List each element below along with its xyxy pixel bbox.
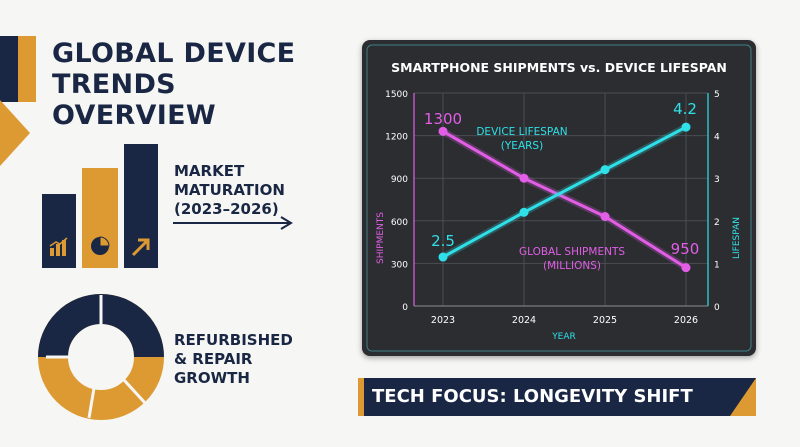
market-label-line-3: (2023–2026) [174, 200, 279, 218]
bar-illustration [42, 140, 162, 268]
arrow-up-icon [131, 238, 150, 257]
y-right-tick-label: 5 [714, 90, 720, 100]
donut-illustration [38, 294, 164, 420]
market-label-line-2: MATURATION [174, 181, 285, 199]
series-2-point [600, 165, 610, 175]
annotation-4-2: 4.2 [673, 100, 697, 118]
banner-text: TECH FOCUS: LONGEVITY SHIFT [372, 386, 693, 407]
series-2-point [438, 252, 448, 262]
series-1-point [681, 263, 691, 273]
chart-title: SMARTPHONE SHIPMENTS vs. DEVICE LIFESPAN [391, 60, 727, 75]
refurb-label-line-1: REFURBISHED [174, 331, 293, 349]
annotation-1300: 1300 [424, 110, 462, 128]
x-tick-label: 2026 [674, 315, 698, 326]
refurbished-label: REFURBISHED & REPAIR GROWTH [174, 331, 324, 388]
pie-chart-icon [91, 236, 110, 255]
y-left-tick-label: 600 [391, 218, 408, 228]
y-left-tick-label: 900 [391, 175, 408, 185]
series-2-point [519, 207, 529, 217]
legend-shipments-line-2: (MILLIONS) [543, 260, 601, 272]
legend-lifespan-line-2: (YEARS) [501, 140, 543, 152]
title-accent-stripe [18, 36, 36, 102]
series-1-point [519, 173, 529, 183]
y-right-tick-label: 4 [714, 133, 720, 143]
y-left-tick-label: 1500 [385, 90, 408, 100]
line-chart: SMARTPHONE SHIPMENTS vs. DEVICE LIFESPAN… [366, 44, 752, 352]
x-axis-label: YEAR [551, 332, 576, 342]
x-tick-label: 2025 [593, 315, 617, 326]
y-left-tick-label: 300 [391, 260, 408, 270]
x-tick-label: 2024 [512, 315, 536, 326]
title-accent-bar [0, 36, 18, 102]
annotation-950: 950 [671, 240, 700, 258]
series-line-1 [442, 130, 687, 269]
refurb-label-line-2: & REPAIR [174, 350, 253, 368]
series-2-point [681, 122, 691, 132]
arrow-right-icon [173, 216, 293, 230]
y-right-tick-label: 1 [714, 260, 720, 270]
legend-lifespan-line-1: DEVICE LIFESPAN [476, 126, 567, 138]
x-tick-label: 2023 [431, 315, 455, 326]
series-line-2 [442, 125, 687, 259]
y-right-tick-label: 0 [714, 303, 720, 313]
y-right-tick-label: 2 [714, 218, 720, 228]
y-left-tick-label: 0 [402, 303, 408, 313]
series-1-point [438, 126, 448, 136]
banner-left-stripe [358, 378, 364, 416]
bar-chart-icon [49, 237, 68, 256]
chart-inner-border [366, 44, 752, 352]
y-left-tick-label: 1200 [385, 133, 408, 143]
market-maturation-label: MARKET MATURATION (2023–2026) [174, 162, 324, 219]
series-1-point [600, 212, 610, 222]
annotation-2-5: 2.5 [431, 232, 455, 250]
legend-shipments-line-1: GLOBAL SHIPMENTS [519, 246, 625, 258]
refurb-label-line-3: GROWTH [174, 369, 250, 387]
focus-banner [358, 378, 756, 416]
banner-corner [730, 378, 756, 416]
side-triangle [0, 100, 30, 166]
y-right-axis-label: LIFESPAN [732, 217, 742, 259]
page-title: GLOBAL DEVICE TRENDS OVERVIEW [52, 38, 296, 131]
market-label-line-1: MARKET [174, 162, 245, 180]
y-right-tick-label: 3 [714, 175, 720, 185]
y-left-axis-label: SHIPMENTS [376, 212, 386, 264]
